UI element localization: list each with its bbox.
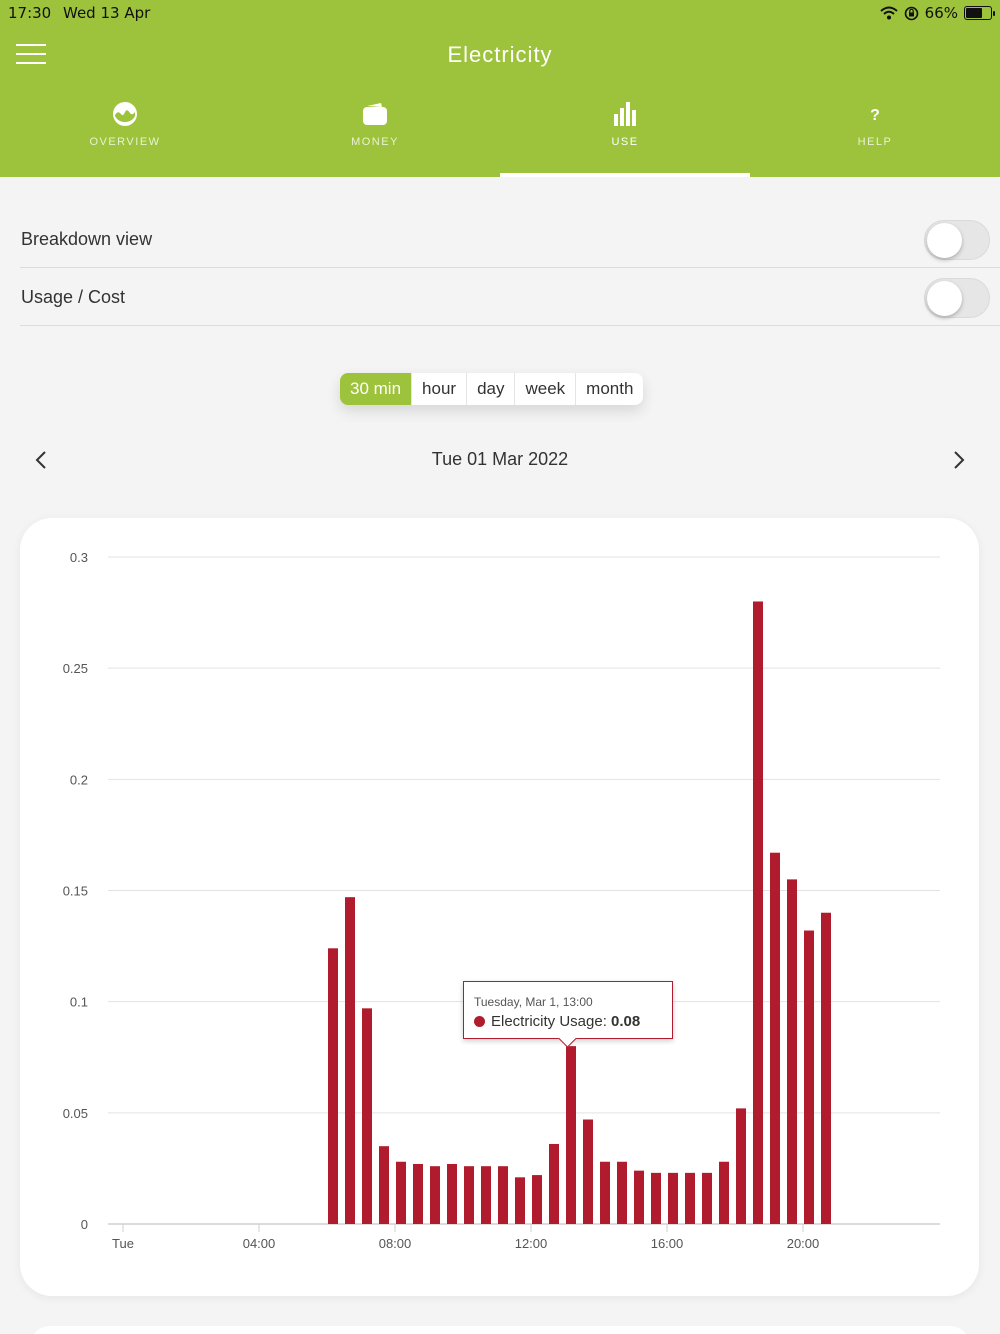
usage-bar — [719, 1161, 729, 1224]
chart-tooltip: Tuesday, Mar 1, 13:00 Electricity Usage:… — [463, 981, 673, 1039]
tooltip-date: Tuesday, Mar 1, 13:00 — [474, 995, 593, 1009]
x-tick-label: 08:00 — [379, 1236, 412, 1251]
usage-cost-row: Usage / Cost — [20, 268, 1000, 326]
toggle-knob — [927, 281, 962, 316]
breakdown-view-label: Breakdown view — [21, 229, 153, 249]
period-week[interactable]: week — [515, 373, 577, 405]
page-title: Electricity — [447, 42, 553, 67]
usage-chart-card: 0 0.05 0.1 0.15 0.2 0.25 0.3 Tue 04:00 08:00 12:00… — [20, 518, 979, 1296]
usage-bar — [736, 1108, 746, 1224]
svg-text:?: ? — [870, 107, 880, 124]
usage-bar — [549, 1143, 559, 1224]
status-time: 17:30 — [8, 4, 52, 22]
menu-button[interactable] — [16, 44, 48, 66]
y-tick-label: 0.2 — [70, 772, 88, 787]
tooltip-line: Electricity Usage: 0.08 — [474, 1013, 640, 1030]
usage-bar — [515, 1177, 525, 1224]
usage-bar — [668, 1172, 678, 1224]
usage-bar — [447, 1163, 457, 1224]
usage-bar — [787, 879, 797, 1224]
y-tick-label: 0 — [81, 1217, 88, 1232]
usage-bar — [379, 1146, 389, 1224]
usage-bar — [328, 948, 338, 1224]
period-month[interactable]: month — [586, 379, 634, 398]
usage-bar — [634, 1170, 644, 1224]
x-tick-label: 04:00 — [243, 1236, 276, 1251]
usage-bar — [651, 1172, 661, 1224]
status-date: Wed 13 Apr — [63, 4, 151, 22]
battery-percent: 66% — [924, 4, 958, 22]
breakdown-view-row: Breakdown view — [20, 210, 1000, 268]
tooltip-value: 0.08 — [611, 1013, 641, 1030]
date-navigator: Tue 01 Mar 2022 — [0, 440, 1000, 480]
x-tick-label: 12:00 — [515, 1236, 548, 1251]
usage-bar — [413, 1163, 423, 1224]
tab-bar: OVERVIEW MONEY USE ? HELP — [0, 96, 1000, 177]
usage-bar — [600, 1161, 610, 1224]
tooltip-series: Electricity Usage — [491, 1013, 603, 1030]
hamburger-icon — [16, 44, 46, 46]
usage-chart: 0 0.05 0.1 0.15 0.2 0.25 0.3 Tue 04:00 08:00 12:00… — [63, 550, 940, 1251]
usage-bar — [804, 930, 814, 1224]
usage-bar — [498, 1166, 508, 1224]
usage-bar — [464, 1166, 474, 1224]
period-hour[interactable]: hour — [412, 373, 468, 405]
x-tick-label: Tue — [112, 1236, 134, 1251]
status-bar: 17:30 Wed 13 Apr 66% — [0, 0, 1000, 26]
usage-bar — [821, 912, 831, 1224]
tab-overview[interactable]: OVERVIEW — [0, 96, 250, 177]
orientation-lock-icon — [904, 6, 918, 20]
period-selector: 30 min hour day week month — [340, 373, 644, 405]
battery-level — [966, 8, 982, 18]
status-indicators: 66% — [879, 4, 995, 22]
y-tick-label: 0.15 — [63, 884, 88, 899]
usage-bar — [583, 1119, 593, 1224]
breakdown-view-toggle[interactable] — [924, 220, 990, 260]
tab-label: USE — [611, 136, 639, 148]
chevron-right-icon[interactable] — [946, 448, 970, 472]
usage-cost-label: Usage / Cost — [21, 287, 126, 307]
gauge-icon — [113, 102, 137, 126]
usage-bar — [685, 1172, 695, 1224]
bar-chart-icon — [614, 102, 636, 126]
chevron-left-icon[interactable] — [30, 448, 54, 472]
current-date: Tue 01 Mar 2022 — [431, 449, 569, 469]
usage-bar — [617, 1161, 627, 1224]
tab-help[interactable]: ? HELP — [750, 96, 1000, 177]
tab-label: HELP — [857, 136, 893, 148]
usage-cost-toggle[interactable] — [924, 278, 990, 318]
usage-bar — [345, 897, 355, 1224]
app-header: 17:30 Wed 13 Apr 66% Electricity — [0, 0, 1000, 177]
wifi-icon — [879, 6, 898, 20]
tab-use[interactable]: USE — [500, 96, 750, 177]
y-tick-label: 0.05 — [63, 1106, 88, 1121]
tab-label: MONEY — [351, 136, 399, 148]
tab-money[interactable]: MONEY — [250, 96, 500, 177]
period-day[interactable]: day — [467, 373, 516, 405]
period-30min[interactable]: 30 min — [340, 373, 413, 405]
usage-bar — [770, 852, 780, 1224]
usage-bar — [430, 1166, 440, 1224]
next-card — [30, 1326, 970, 1334]
y-tick-label: 0.1 — [70, 995, 88, 1010]
y-tick-label: 0.25 — [63, 661, 88, 676]
usage-bar — [396, 1161, 406, 1224]
usage-bar — [702, 1172, 712, 1224]
usage-bar — [753, 601, 763, 1224]
question-icon: ? — [870, 107, 880, 124]
usage-bar — [481, 1166, 491, 1224]
tab-label: OVERVIEW — [89, 136, 161, 148]
usage-bar — [532, 1175, 542, 1224]
x-tick-label: 20:00 — [787, 1236, 820, 1251]
usage-bar — [566, 1046, 576, 1224]
toggle-knob — [927, 223, 962, 258]
series-dot-icon — [474, 1016, 485, 1027]
battery-icon — [964, 6, 995, 20]
usage-bar — [362, 1008, 372, 1224]
x-tick-label: 16:00 — [651, 1236, 684, 1251]
y-tick-label: 0.3 — [70, 550, 88, 565]
wallet-icon — [363, 103, 387, 125]
